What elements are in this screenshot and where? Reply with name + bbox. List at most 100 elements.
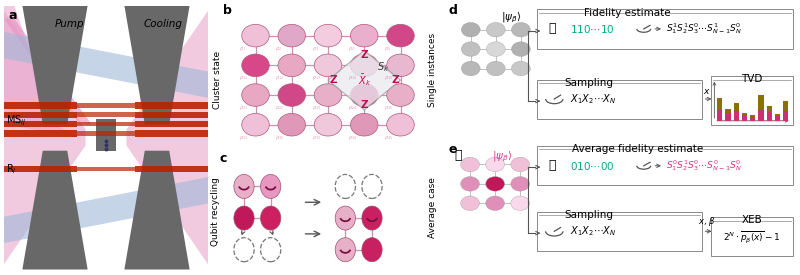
Circle shape	[242, 54, 270, 77]
Text: $2^N\cdot\overline{p_\beta(x)}-1$: $2^N\cdot\overline{p_\beta(x)}-1$	[723, 229, 781, 245]
Circle shape	[511, 23, 530, 37]
FancyBboxPatch shape	[766, 112, 772, 121]
FancyBboxPatch shape	[775, 114, 780, 121]
Circle shape	[461, 177, 479, 191]
Text: $010\cdots00$: $010\cdots00$	[570, 160, 614, 172]
Circle shape	[486, 42, 506, 56]
Text: Cluster state: Cluster state	[213, 51, 222, 109]
Circle shape	[462, 23, 480, 37]
Circle shape	[335, 238, 355, 262]
Circle shape	[386, 84, 414, 106]
Text: $S_1^1S_2^1S_3^0\cdots S_{N-1}^1S_N^0$: $S_1^1S_2^1S_3^0\cdots S_{N-1}^1S_N^0$	[666, 21, 742, 36]
FancyBboxPatch shape	[4, 112, 78, 118]
Circle shape	[278, 24, 306, 47]
Text: Z: Z	[330, 75, 338, 85]
Circle shape	[314, 84, 342, 106]
Text: Average fidelity estimate: Average fidelity estimate	[572, 144, 703, 154]
Text: Qubit recycling: Qubit recycling	[211, 177, 221, 246]
Circle shape	[510, 157, 530, 172]
FancyBboxPatch shape	[537, 145, 793, 185]
Text: Fidelity estimate: Fidelity estimate	[584, 8, 670, 18]
FancyBboxPatch shape	[758, 95, 764, 121]
Text: 🎲: 🎲	[549, 22, 556, 35]
FancyArrowPatch shape	[242, 230, 245, 234]
Text: d: d	[448, 4, 457, 17]
Text: $\rho_{32}$: $\rho_{32}$	[275, 134, 285, 142]
Circle shape	[386, 114, 414, 136]
Circle shape	[335, 174, 355, 199]
FancyBboxPatch shape	[78, 122, 134, 126]
Circle shape	[350, 114, 378, 136]
FancyBboxPatch shape	[750, 116, 755, 121]
FancyBboxPatch shape	[750, 117, 755, 121]
Text: c: c	[220, 152, 227, 165]
Text: XEB: XEB	[742, 215, 762, 225]
Text: R$_i$: R$_i$	[6, 162, 17, 176]
Text: $\rho_2$: $\rho_2$	[275, 45, 282, 53]
Polygon shape	[4, 11, 86, 264]
Circle shape	[386, 54, 414, 77]
FancyBboxPatch shape	[734, 103, 739, 121]
FancyBboxPatch shape	[78, 131, 134, 136]
Text: $\rho_{24}$: $\rho_{24}$	[348, 104, 357, 112]
Text: $\rho_{11}$: $\rho_{11}$	[239, 74, 248, 82]
Circle shape	[242, 84, 270, 106]
Text: $|\psi_\beta\rangle$: $|\psi_\beta\rangle$	[501, 11, 521, 25]
Text: 🎲: 🎲	[549, 159, 556, 172]
Text: $\rho_{34}$: $\rho_{34}$	[348, 134, 357, 142]
FancyBboxPatch shape	[783, 101, 789, 121]
FancyBboxPatch shape	[96, 119, 116, 151]
FancyBboxPatch shape	[766, 106, 772, 121]
FancyBboxPatch shape	[742, 113, 747, 121]
Text: 🎲: 🎲	[455, 148, 462, 161]
Polygon shape	[4, 177, 208, 243]
Circle shape	[234, 238, 254, 262]
Text: a: a	[8, 9, 17, 23]
Circle shape	[278, 114, 306, 136]
Text: $\rho_{33}$: $\rho_{33}$	[312, 134, 321, 142]
Circle shape	[261, 206, 281, 230]
Text: $\rho_5$: $\rho_5$	[384, 45, 391, 53]
Circle shape	[234, 174, 254, 199]
Text: $\rho_{15}$: $\rho_{15}$	[384, 74, 394, 82]
Circle shape	[261, 238, 281, 262]
FancyBboxPatch shape	[134, 166, 208, 172]
Text: Z: Z	[391, 75, 399, 85]
FancyBboxPatch shape	[4, 121, 78, 128]
Text: TVD: TVD	[742, 74, 762, 84]
Circle shape	[362, 174, 382, 199]
Circle shape	[486, 177, 505, 191]
Circle shape	[350, 24, 378, 47]
Text: Sampling: Sampling	[565, 210, 614, 220]
Circle shape	[314, 114, 342, 136]
Circle shape	[511, 42, 530, 56]
FancyBboxPatch shape	[134, 121, 208, 128]
Polygon shape	[22, 151, 88, 270]
Circle shape	[461, 196, 479, 211]
Text: $\rho_4$: $\rho_4$	[348, 45, 355, 53]
Circle shape	[486, 196, 505, 211]
Circle shape	[386, 24, 414, 47]
Text: $\bar{X}_k$: $\bar{X}_k$	[358, 72, 371, 88]
FancyBboxPatch shape	[78, 112, 134, 117]
FancyBboxPatch shape	[711, 217, 793, 256]
Circle shape	[362, 238, 382, 262]
FancyBboxPatch shape	[134, 102, 208, 109]
Text: $\rho_{14}$: $\rho_{14}$	[348, 74, 357, 82]
Text: $\rho_{12}$: $\rho_{12}$	[275, 74, 285, 82]
Polygon shape	[124, 6, 190, 124]
FancyBboxPatch shape	[726, 113, 730, 121]
Circle shape	[261, 174, 281, 199]
Text: Single instances: Single instances	[428, 33, 437, 107]
FancyArrowPatch shape	[270, 230, 273, 234]
FancyBboxPatch shape	[134, 130, 208, 137]
FancyBboxPatch shape	[537, 212, 702, 251]
Text: $\rho_{25}$: $\rho_{25}$	[384, 104, 394, 112]
Text: $|\psi_\beta\rangle$: $|\psi_\beta\rangle$	[492, 150, 512, 164]
Text: $X_1X_2\cdots X_N$: $X_1X_2\cdots X_N$	[570, 224, 616, 238]
Polygon shape	[4, 19, 92, 124]
Circle shape	[335, 206, 355, 230]
Text: e: e	[448, 143, 457, 156]
FancyBboxPatch shape	[711, 76, 793, 125]
Text: $\rho_{31}$: $\rho_{31}$	[239, 134, 248, 142]
